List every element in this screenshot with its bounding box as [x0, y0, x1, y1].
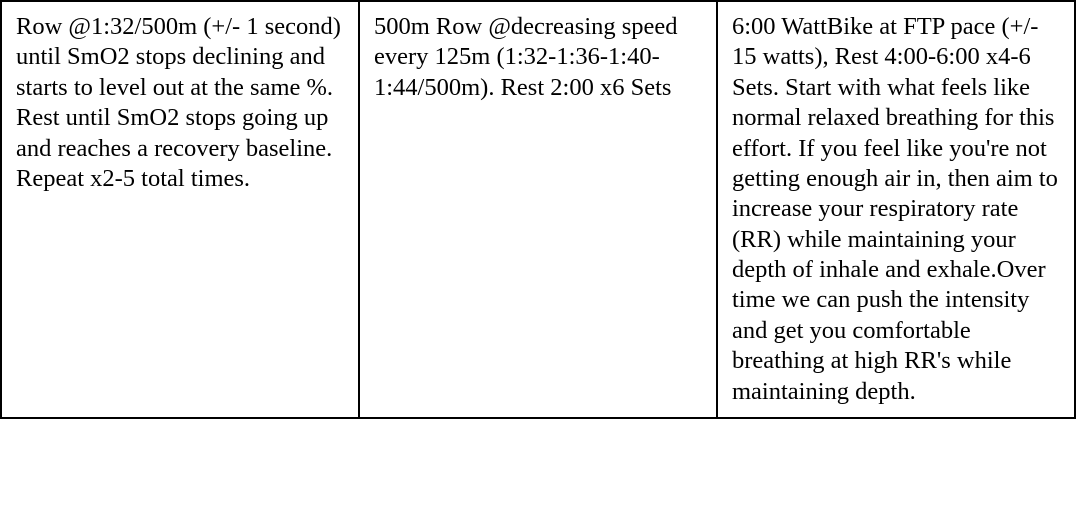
- table-cell-col3: 6:00 WattBike at FTP pace (+/- 15 watts)…: [717, 1, 1075, 418]
- workout-table: Row @1:32/500m (+/- 1 second) until SmO2…: [0, 0, 1076, 419]
- table-body: Row @1:32/500m (+/- 1 second) until SmO2…: [1, 1, 1075, 418]
- table-cell-col1: Row @1:32/500m (+/- 1 second) until SmO2…: [1, 1, 359, 418]
- table-row: Row @1:32/500m (+/- 1 second) until SmO2…: [1, 1, 1075, 418]
- table-cell-col2: 500m Row @decreasing speed every 125m (1…: [359, 1, 717, 418]
